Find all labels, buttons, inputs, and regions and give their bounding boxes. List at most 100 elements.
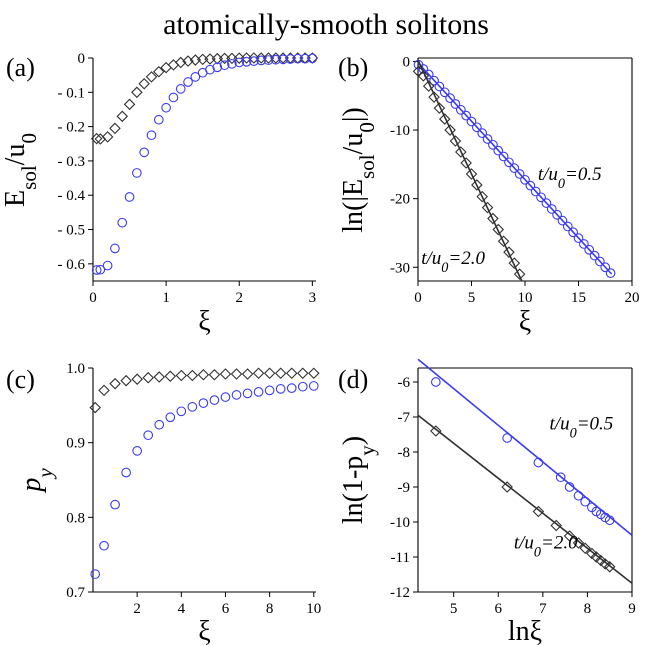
data-point-diamond bbox=[109, 122, 121, 135]
data-point-circle bbox=[472, 122, 482, 133]
data-point-circle bbox=[466, 116, 477, 127]
data-point-diamond bbox=[145, 71, 158, 83]
y-tick-label: 1.0 bbox=[66, 361, 85, 377]
data-point-diamond bbox=[471, 179, 483, 191]
data-point-circle bbox=[557, 215, 568, 226]
x-tick-label: 4 bbox=[178, 601, 186, 617]
data-point-circle bbox=[297, 381, 308, 392]
data-point-diamond bbox=[252, 367, 265, 380]
data-point-diamond bbox=[532, 505, 545, 518]
x-tick-label: 0 bbox=[89, 290, 97, 306]
data-point-circle bbox=[580, 496, 591, 507]
data-point-circle bbox=[286, 383, 297, 394]
data-point-circle bbox=[600, 262, 611, 273]
x-tick-label: 20 bbox=[625, 290, 640, 306]
data-point-circle bbox=[595, 256, 605, 267]
y-tick-label: -12 bbox=[390, 585, 410, 601]
y-tick-label: -30 bbox=[390, 260, 410, 276]
x-tick-label: 5 bbox=[450, 601, 458, 617]
data-point-diamond bbox=[563, 530, 576, 542]
data-point-diamond bbox=[142, 371, 154, 384]
y-axis-label-a: Esol/u0 bbox=[0, 133, 41, 207]
y-tick-label: 0 bbox=[78, 51, 86, 67]
plot-area-c bbox=[89, 367, 320, 579]
data-point-diamond bbox=[211, 52, 224, 65]
data-point-diamond bbox=[438, 113, 451, 125]
data-point-circle bbox=[455, 104, 466, 115]
data-point-diamond bbox=[487, 212, 499, 225]
data-point-circle bbox=[533, 457, 544, 468]
data-point-circle bbox=[161, 102, 171, 113]
data-point-diamond bbox=[204, 53, 216, 65]
figure-title: atomically-smooth solitons bbox=[163, 8, 489, 41]
data-point-circle bbox=[102, 260, 113, 271]
data-point-circle bbox=[573, 233, 584, 243]
data-point-circle bbox=[99, 540, 109, 551]
y-axis-label-c: py bbox=[16, 468, 57, 494]
data-point-circle bbox=[121, 467, 131, 478]
data-point-circle bbox=[183, 77, 193, 87]
data-point-diamond bbox=[308, 367, 320, 380]
y-tick-label: -11 bbox=[391, 550, 410, 566]
data-point-diamond bbox=[481, 201, 494, 214]
data-point-circle bbox=[275, 384, 286, 394]
data-point-circle bbox=[498, 151, 509, 162]
data-point-circle bbox=[439, 87, 450, 98]
data-point-diamond bbox=[476, 190, 488, 203]
data-point-circle bbox=[168, 92, 179, 103]
data-point-diamond bbox=[428, 91, 440, 103]
y-tick-label: - 0.4 bbox=[58, 188, 86, 204]
data-point-circle bbox=[220, 392, 231, 402]
y-tick-label: -6 bbox=[398, 375, 411, 391]
data-point-diamond bbox=[175, 369, 188, 382]
y-tick-label: -7 bbox=[398, 410, 411, 426]
data-point-diamond bbox=[492, 223, 505, 236]
annotation-label: t/u0=2.0 bbox=[514, 532, 578, 560]
plot-area-a bbox=[90, 52, 319, 275]
data-point-circle bbox=[165, 412, 176, 423]
annotation-label: t/u0=2.0 bbox=[421, 248, 485, 276]
axes-c bbox=[92, 368, 316, 593]
data-point-circle bbox=[429, 75, 439, 86]
data-point-circle bbox=[564, 482, 575, 492]
data-point-circle bbox=[477, 128, 488, 138]
plot-area-d bbox=[417, 359, 633, 584]
data-point-circle bbox=[124, 192, 135, 202]
data-point-circle bbox=[253, 387, 264, 397]
data-point-diamond bbox=[285, 367, 298, 380]
x-tick-label: 2 bbox=[235, 290, 243, 306]
fit-line-black bbox=[417, 414, 633, 584]
data-point-diamond bbox=[120, 374, 132, 387]
data-point-circle bbox=[573, 490, 584, 501]
data-point-circle bbox=[153, 114, 164, 125]
data-point-circle bbox=[241, 56, 252, 67]
data-point-diamond bbox=[131, 86, 143, 99]
data-point-diamond bbox=[89, 401, 101, 414]
data-point-circle bbox=[300, 53, 310, 64]
data-point-diamond bbox=[455, 146, 467, 158]
y-tick-label: -10 bbox=[390, 123, 410, 139]
data-point-diamond bbox=[109, 377, 121, 390]
data-point-diamond bbox=[579, 542, 591, 555]
data-point-circle bbox=[278, 54, 288, 65]
data-point-circle bbox=[285, 54, 296, 64]
panel-label-c: (c) bbox=[6, 365, 35, 394]
y-tick-label: 0 bbox=[403, 54, 411, 70]
y-tick-label: -10 bbox=[390, 515, 410, 531]
data-point-circle bbox=[502, 433, 513, 443]
x-axis-label-d: lnξ bbox=[508, 616, 542, 645]
data-point-circle bbox=[219, 60, 230, 71]
y-axis-label-d: ln(1-py) bbox=[338, 436, 379, 524]
x-tick-label: 6 bbox=[495, 601, 503, 617]
y-tick-label: -20 bbox=[390, 192, 410, 208]
data-point-diamond bbox=[153, 371, 166, 383]
data-point-circle bbox=[520, 174, 530, 185]
data-point-circle bbox=[589, 250, 600, 261]
data-point-diamond bbox=[595, 554, 607, 567]
data-point-diamond bbox=[603, 561, 616, 573]
data-point-circle bbox=[95, 264, 106, 275]
data-point-circle bbox=[234, 57, 245, 68]
data-point-circle bbox=[307, 53, 318, 64]
panel-label-a: (a) bbox=[6, 53, 35, 82]
y-tick-label: - 0.2 bbox=[58, 120, 86, 136]
